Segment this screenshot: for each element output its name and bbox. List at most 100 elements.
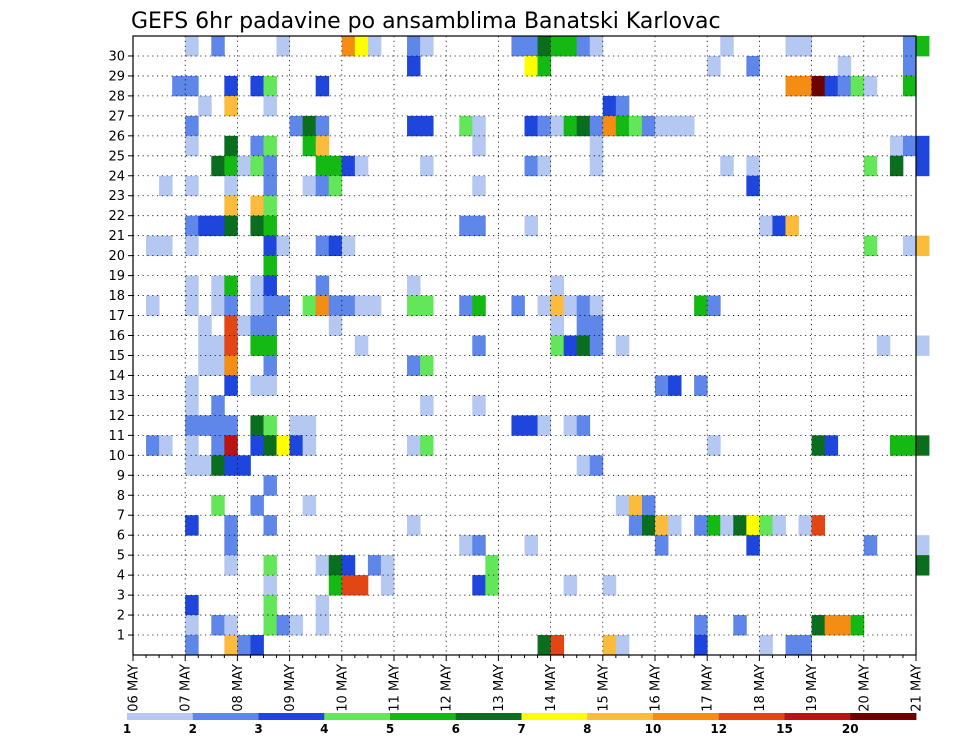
legend-swatch (192, 713, 259, 720)
cell-m10-t12 (289, 435, 304, 456)
cell-m20-t10 (263, 235, 277, 257)
cell-m10-t11 (276, 435, 290, 456)
x-tick-label: 12 MAY (440, 664, 455, 712)
cell-m17-t10 (263, 295, 277, 316)
cell-m18-t21 (407, 275, 421, 296)
cell-m13-t43 (694, 375, 708, 396)
cell-m10-t10 (263, 435, 277, 456)
legend-label: 1 (123, 722, 131, 736)
cell-m17-t17 (354, 295, 369, 316)
cell-m25-t13 (302, 135, 317, 157)
cell-m14-t21 (407, 355, 421, 376)
cell-m0-t36 (602, 635, 617, 656)
cell-m18-t32 (550, 275, 565, 296)
x-tick-label: 17 MAY (701, 664, 716, 712)
cell-m6-t4 (185, 515, 199, 536)
cell-m13-t40 (655, 375, 669, 396)
cell-m6-t21 (407, 515, 421, 536)
cell-m24-t14 (315, 155, 330, 177)
cell-m6-t39 (641, 515, 656, 536)
cell-m1-t53 (824, 615, 839, 636)
legend-label: 4 (320, 722, 328, 736)
cell-m6-t7 (224, 515, 238, 536)
cell-m26-t40 (655, 115, 669, 137)
legend-swatch (850, 713, 917, 720)
chart-title: GEFS 6hr padavine po ansamblima Banatski… (131, 9, 721, 34)
cell-m30-t51 (798, 36, 812, 57)
cell-m0-t37 (615, 635, 630, 656)
legend-swatch (258, 713, 325, 720)
cell-m12-t22 (420, 395, 434, 416)
cell-m10-t53 (824, 435, 839, 456)
cell-m28-t59 (902, 75, 917, 97)
cell-m11-t10 (263, 415, 277, 436)
cell-m20-t1 (146, 235, 160, 257)
cell-m18-t7 (224, 275, 238, 296)
cell-m23-t7 (224, 175, 238, 197)
cell-m17-t31 (537, 295, 551, 316)
y-tick-label: 6 (117, 529, 125, 544)
cell-m23-t2 (159, 175, 173, 197)
cell-m7-t6 (211, 495, 225, 516)
cell-m22-t7 (224, 195, 238, 217)
cell-m1-t11 (276, 615, 290, 636)
color-legend: 1 2 3 4 5 6 7 8 10 12 15 20 (123, 713, 917, 736)
cell-m17-t35 (589, 295, 604, 316)
x-tick-label: 20 MAY (857, 664, 872, 712)
cell-m5-t60 (916, 535, 930, 556)
cell-m30-t4 (185, 36, 199, 57)
y-tick-label: 21 (108, 229, 125, 244)
cell-m15-t5 (198, 335, 212, 356)
cell-m26-t21 (407, 115, 421, 137)
cell-m1-t10 (263, 615, 277, 636)
cell-m20-t14 (315, 235, 330, 257)
cell-m15-t32 (550, 335, 565, 356)
cell-m21-t9 (250, 215, 264, 237)
cell-m10-t21 (407, 435, 421, 456)
cell-m27-t37 (615, 95, 630, 117)
legend-swatch (718, 713, 785, 720)
cell-m5-t56 (863, 535, 878, 556)
cell-m12-t6 (211, 395, 225, 416)
cell-m24-t31 (537, 155, 551, 177)
y-tick-label: 22 (108, 209, 125, 224)
cell-m12-t4 (185, 395, 199, 416)
y-tick-label: 23 (108, 189, 125, 204)
cell-m1-t54 (837, 615, 852, 636)
cell-m21-t26 (472, 215, 486, 237)
y-tick-label: 25 (108, 149, 125, 164)
cell-m24-t22 (420, 155, 434, 177)
cell-m11-t12 (289, 415, 304, 436)
cell-m5-t25 (459, 535, 473, 556)
cell-m28-t54 (837, 75, 852, 97)
legend-swatch (587, 713, 654, 720)
y-tick-label: 7 (117, 509, 125, 524)
cell-m20-t56 (863, 235, 878, 257)
x-tick-label: 16 MAY (649, 664, 664, 712)
cell-m25-t58 (889, 135, 904, 157)
cell-m23-t13 (302, 175, 317, 197)
cell-m20-t60 (916, 235, 930, 257)
cell-m30-t16 (341, 36, 356, 57)
y-tick-label: 1 (117, 629, 125, 644)
y-tick-label: 3 (117, 589, 125, 604)
cell-m3-t26 (472, 575, 486, 596)
cell-m13-t4 (185, 375, 199, 396)
cell-m9-t34 (576, 455, 591, 476)
cell-m21-t4 (185, 215, 199, 237)
cell-m28-t52 (811, 75, 826, 97)
cell-m10-t59 (902, 435, 917, 456)
cell-m16-t5 (198, 315, 212, 336)
axes-layer: 1234567891011121314151617181920212223242… (108, 35, 925, 712)
cell-m25-t7 (224, 135, 238, 157)
cell-m9-t4 (185, 455, 199, 476)
cell-m21-t30 (524, 215, 538, 237)
cell-m1-t6 (211, 615, 225, 636)
cell-m15-t33 (563, 335, 578, 356)
x-tick-label: 19 MAY (805, 664, 820, 712)
cell-m5-t26 (472, 535, 486, 556)
cell-m17-t15 (328, 295, 343, 316)
cell-m10-t6 (211, 435, 225, 456)
cell-m26-t12 (289, 115, 304, 137)
cell-m9-t6 (211, 455, 225, 476)
